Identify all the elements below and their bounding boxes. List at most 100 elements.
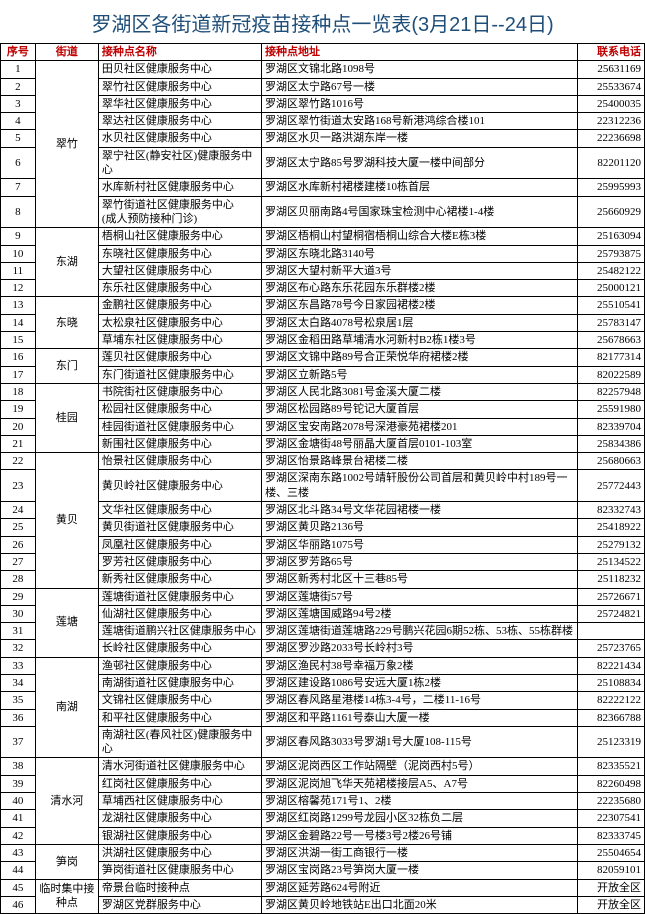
cell-site: 帝景台临时接种点 <box>98 879 261 896</box>
cell-site: 东门街道社区健康服务中心 <box>98 366 261 383</box>
cell-phone <box>577 623 644 640</box>
cell-addr: 罗湖区春风路星港楼14栋3-4号，二楼11-16号 <box>262 692 577 709</box>
header-row: 序号 街道 接种点名称 接种点地址 联系电话 <box>1 44 645 61</box>
cell-addr: 罗湖区渔民村38号幸福万象2楼 <box>262 657 577 674</box>
cell-phone: 25000121 <box>577 280 644 297</box>
cell-site: 和平社区健康服务中心 <box>98 709 261 726</box>
cell-phone: 82335521 <box>577 758 644 775</box>
cell-addr: 罗湖区大望村新平大道3号 <box>262 262 577 279</box>
cell-addr: 罗湖区梧桐山村望桐宿梧桐山综合大楼E栋3楼 <box>262 228 577 245</box>
cell-site: 黄贝街道社区健康服务中心 <box>98 519 261 536</box>
cell-site: 水贝社区健康服务中心 <box>98 130 261 147</box>
cell-phone: 82260498 <box>577 775 644 792</box>
cell-addr: 罗湖区文锦中路89号合正荣悦华府裙楼2楼 <box>262 349 577 366</box>
cell-street: 桂园 <box>35 383 98 452</box>
cell-site: 翠竹社区健康服务中心 <box>98 78 261 95</box>
cell-site: 仙湖社区健康服务中心 <box>98 605 261 622</box>
cell-addr: 罗湖区金塘街48号丽晶大厦首层0101-103室 <box>262 435 577 452</box>
cell-seq: 37 <box>1 726 36 758</box>
cell-site: 文锦社区健康服务中心 <box>98 692 261 709</box>
cell-site: 东晓社区健康服务中心 <box>98 245 261 262</box>
cell-seq: 28 <box>1 571 36 588</box>
cell-seq: 36 <box>1 709 36 726</box>
cell-addr: 罗湖区水贝一路洪湖东岸一楼 <box>262 130 577 147</box>
cell-street: 临时集中接种点 <box>35 879 98 914</box>
cell-seq: 45 <box>1 879 36 896</box>
table-row: 43笋岗洪湖社区健康服务中心罗湖区洪湖一街工商银行一楼25504654 <box>1 844 645 861</box>
cell-site: 南湖街道社区健康服务中心 <box>98 674 261 691</box>
cell-addr: 罗湖区文锦北路1098号 <box>262 61 577 78</box>
cell-seq: 42 <box>1 827 36 844</box>
cell-phone: 25482122 <box>577 262 644 279</box>
cell-addr: 罗湖区布心路东乐花园东乐群楼2楼 <box>262 280 577 297</box>
cell-phone: 25793875 <box>577 245 644 262</box>
cell-site: 新围社区健康服务中心 <box>98 435 261 452</box>
cell-seq: 33 <box>1 657 36 674</box>
cell-site: 南湖社区(春风社区)健康服务中心 <box>98 726 261 758</box>
table-row: 9东湖梧桐山社区健康服务中心罗湖区梧桐山村望桐宿梧桐山综合大楼E栋3楼25163… <box>1 228 645 245</box>
cell-phone: 82177314 <box>577 349 644 366</box>
vaccination-table: 序号 街道 接种点名称 接种点地址 联系电话 1翠竹田贝社区健康服务中心罗湖区文… <box>0 43 645 914</box>
cell-addr: 罗湖区罗沙路2033号长岭村3号 <box>262 640 577 657</box>
cell-seq: 12 <box>1 280 36 297</box>
cell-seq: 31 <box>1 623 36 640</box>
cell-seq: 34 <box>1 674 36 691</box>
cell-street: 东湖 <box>35 228 98 297</box>
cell-phone: 开放全区 <box>577 879 644 896</box>
cell-phone: 25678663 <box>577 332 644 349</box>
cell-site: 草埔东社区健康服务中心 <box>98 332 261 349</box>
cell-street: 南湖 <box>35 657 98 758</box>
cell-addr: 罗湖区金稻田路草埔清水河新村B2栋1楼3号 <box>262 332 577 349</box>
cell-addr: 罗湖区北斗路34号文华花园裙楼一楼 <box>262 502 577 519</box>
cell-phone: 82333745 <box>577 827 644 844</box>
cell-phone: 82339704 <box>577 418 644 435</box>
cell-site: 翠达社区健康服务中心 <box>98 113 261 130</box>
cell-seq: 2 <box>1 78 36 95</box>
cell-phone: 25995993 <box>577 179 644 196</box>
cell-seq: 29 <box>1 588 36 605</box>
cell-phone: 25783147 <box>577 314 644 331</box>
cell-site: 太松泉社区健康服务中心 <box>98 314 261 331</box>
cell-site: 莲塘街道鹏兴社区健康服务中心 <box>98 623 261 640</box>
cell-site: 梧桐山社区健康服务中心 <box>98 228 261 245</box>
cell-phone: 25660929 <box>577 196 644 228</box>
cell-seq: 14 <box>1 314 36 331</box>
cell-phone: 25279132 <box>577 536 644 553</box>
cell-seq: 8 <box>1 196 36 228</box>
cell-addr: 罗湖区和平路1161号泰山大厦一楼 <box>262 709 577 726</box>
cell-seq: 9 <box>1 228 36 245</box>
cell-phone: 82222122 <box>577 692 644 709</box>
cell-phone: 25134522 <box>577 553 644 570</box>
cell-addr: 罗湖区翠竹路1016号 <box>262 95 577 112</box>
cell-site: 翠华社区健康服务中心 <box>98 95 261 112</box>
cell-seq: 6 <box>1 147 36 179</box>
cell-seq: 17 <box>1 366 36 383</box>
cell-seq: 24 <box>1 502 36 519</box>
cell-street: 黄贝 <box>35 453 98 588</box>
cell-seq: 5 <box>1 130 36 147</box>
cell-street: 清水河 <box>35 758 98 844</box>
cell-seq: 20 <box>1 418 36 435</box>
cell-addr: 罗湖区莲塘街道莲塘路229号鹏兴花园6期52栋、53栋、55栋群楼 <box>262 623 577 640</box>
cell-site: 凤凰社区健康服务中心 <box>98 536 261 553</box>
cell-addr: 罗湖区金碧路22号一号楼3号2楼26号铺 <box>262 827 577 844</box>
cell-phone: 25591980 <box>577 401 644 418</box>
cell-seq: 11 <box>1 262 36 279</box>
cell-site: 罗芳社区健康服务中心 <box>98 553 261 570</box>
cell-seq: 22 <box>1 453 36 470</box>
table-row: 33南湖渔邨社区健康服务中心罗湖区渔民村38号幸福万象2楼82221434 <box>1 657 645 674</box>
cell-site: 田贝社区健康服务中心 <box>98 61 261 78</box>
cell-seq: 10 <box>1 245 36 262</box>
table-row: 22黄贝怡景社区健康服务中心罗湖区怡景路峰景台裙楼二楼25680663 <box>1 453 645 470</box>
cell-addr: 罗湖区莲塘国威路94号2楼 <box>262 605 577 622</box>
cell-seq: 30 <box>1 605 36 622</box>
cell-site: 罗湖区党群服务中心 <box>98 896 261 913</box>
cell-addr: 罗湖区春风路3033号罗湖1号大厦108-115号 <box>262 726 577 758</box>
table-row: 1翠竹田贝社区健康服务中心罗湖区文锦北路1098号25631169 <box>1 61 645 78</box>
cell-street: 东门 <box>35 349 98 384</box>
cell-addr: 罗湖区太宁路85号罗湖科技大厦一楼中间部分 <box>262 147 577 179</box>
cell-addr: 罗湖区东昌路78号今日家园裙楼2楼 <box>262 297 577 314</box>
cell-seq: 4 <box>1 113 36 130</box>
cell-seq: 1 <box>1 61 36 78</box>
cell-site: 桂园街道社区健康服务中心 <box>98 418 261 435</box>
